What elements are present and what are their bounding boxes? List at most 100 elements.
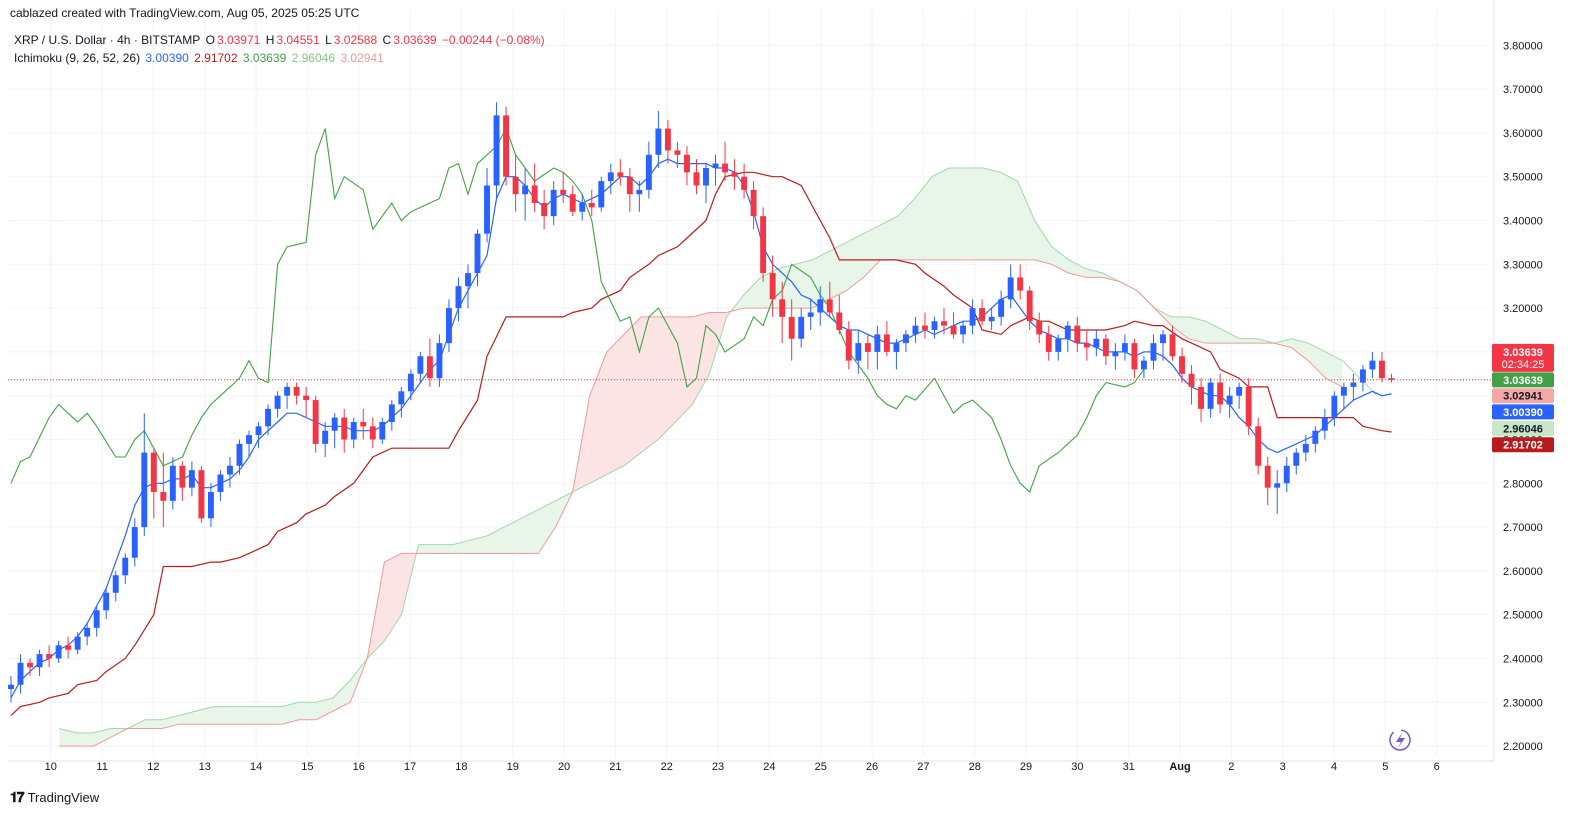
candle-body [788, 316, 795, 339]
candle-body [484, 185, 490, 234]
candle-body [1083, 343, 1090, 348]
candle-body [1102, 338, 1109, 357]
candle-body [1350, 382, 1357, 387]
thunder-ring [1389, 729, 1411, 751]
y-tick-label: 2.50000 [1503, 610, 1543, 622]
candle-body [598, 181, 605, 208]
candle-body [845, 329, 852, 361]
candle-body [1331, 395, 1338, 418]
x-tick-label: 6 [1434, 761, 1440, 773]
candle-body [198, 470, 205, 519]
candle-body [1188, 373, 1195, 387]
x-tick-label: 20 [558, 761, 570, 773]
candle-body [322, 430, 329, 444]
leading-span-a-line [59, 167, 1378, 734]
candle-body [1340, 386, 1347, 396]
candle-body [169, 465, 176, 501]
cloud-segment [144, 719, 162, 729]
candle-body [769, 273, 776, 300]
price-label-value: 3.03639 [1503, 375, 1543, 387]
candle-body [1293, 452, 1300, 466]
candle-body [912, 325, 919, 335]
candle-body [607, 172, 614, 182]
y-tick-label: 3.50000 [1503, 172, 1543, 184]
cloud-segment [966, 167, 984, 260]
cloud-segment [230, 706, 248, 725]
candle-body [883, 334, 890, 352]
candle-body [731, 172, 738, 177]
candle-body [179, 465, 186, 488]
y-tick-label: 2.70000 [1503, 522, 1543, 534]
span-b-value: 3.02941 [340, 51, 384, 65]
footer-brand[interactable]: 𝟏𝟕 TradingView [10, 789, 99, 806]
candle-body [398, 391, 405, 405]
brand-name: TradingView [27, 790, 100, 805]
chart-grid [8, 0, 1495, 762]
y-tick-label: 3.60000 [1503, 128, 1543, 140]
low-value: 3.02588 [333, 33, 378, 47]
cloud-segment [1034, 220, 1052, 265]
thunder-icon[interactable] [1389, 729, 1411, 751]
cloud-segment [641, 316, 659, 453]
candle-body [798, 316, 805, 339]
candle-body [1131, 343, 1138, 370]
conversion-line [10, 158, 1392, 699]
x-tick-label: Aug [1169, 761, 1190, 773]
y-tick-label: 3.80000 [1503, 40, 1543, 52]
price-labels: 3.0363902:34:253.036393.029413.003902.96… [1492, 343, 1554, 453]
cloud-segment [247, 706, 265, 725]
candle-body [303, 395, 310, 401]
leading-span-b-line [59, 259, 1343, 747]
cloud-segment [846, 233, 864, 291]
candle-body [284, 386, 291, 396]
cloud-segment [521, 509, 539, 554]
candle-body [1302, 443, 1309, 453]
x-tick-label: 25 [815, 761, 827, 773]
high-value: 3.04551 [276, 33, 320, 47]
cloud-segment [435, 544, 453, 554]
candle-body [274, 395, 281, 409]
candle-body [893, 343, 900, 352]
cloud-segment [93, 728, 111, 747]
candle-body [131, 527, 138, 558]
candle-body [1217, 382, 1224, 405]
candle-body [341, 417, 348, 440]
x-tick-label: 4 [1331, 761, 1337, 773]
candle-body [455, 286, 462, 309]
candle-body [331, 417, 338, 431]
candle-body [1236, 386, 1243, 396]
price-label-value: 2.96046 [1503, 424, 1543, 436]
candle-body [1359, 369, 1366, 383]
candle-body [826, 299, 833, 313]
candle-body [874, 334, 881, 352]
candle-body [1283, 465, 1290, 484]
candle-body [836, 312, 843, 330]
candle-body [1369, 360, 1376, 370]
candle-body [350, 421, 357, 440]
candle-body [236, 443, 243, 466]
cloud-segment [1085, 268, 1104, 278]
y-tick-label: 3.70000 [1503, 84, 1543, 96]
candle-body [712, 163, 719, 168]
price-label-value: 3.02941 [1503, 391, 1543, 403]
candle-body [988, 316, 995, 322]
x-tick-label: 24 [763, 761, 775, 773]
candle-body [950, 325, 957, 335]
x-tick-label: 31 [1123, 761, 1135, 773]
candle-body [864, 343, 871, 352]
cloud-segment [315, 697, 334, 720]
open-label: O [205, 33, 215, 47]
candle-body [902, 334, 909, 344]
candle-body [1093, 338, 1100, 348]
x-tick-label: 10 [45, 761, 57, 773]
candle-body [1198, 386, 1205, 409]
y-tick-label: 2.60000 [1503, 566, 1543, 578]
cloud-segment [264, 706, 282, 725]
cloud-segment [1000, 172, 1018, 260]
cloud-segment [333, 680, 351, 712]
x-tick-label: 2 [1228, 761, 1234, 773]
candle-body [1245, 386, 1252, 427]
candle-body [141, 452, 148, 528]
cloud-segment [213, 706, 231, 725]
